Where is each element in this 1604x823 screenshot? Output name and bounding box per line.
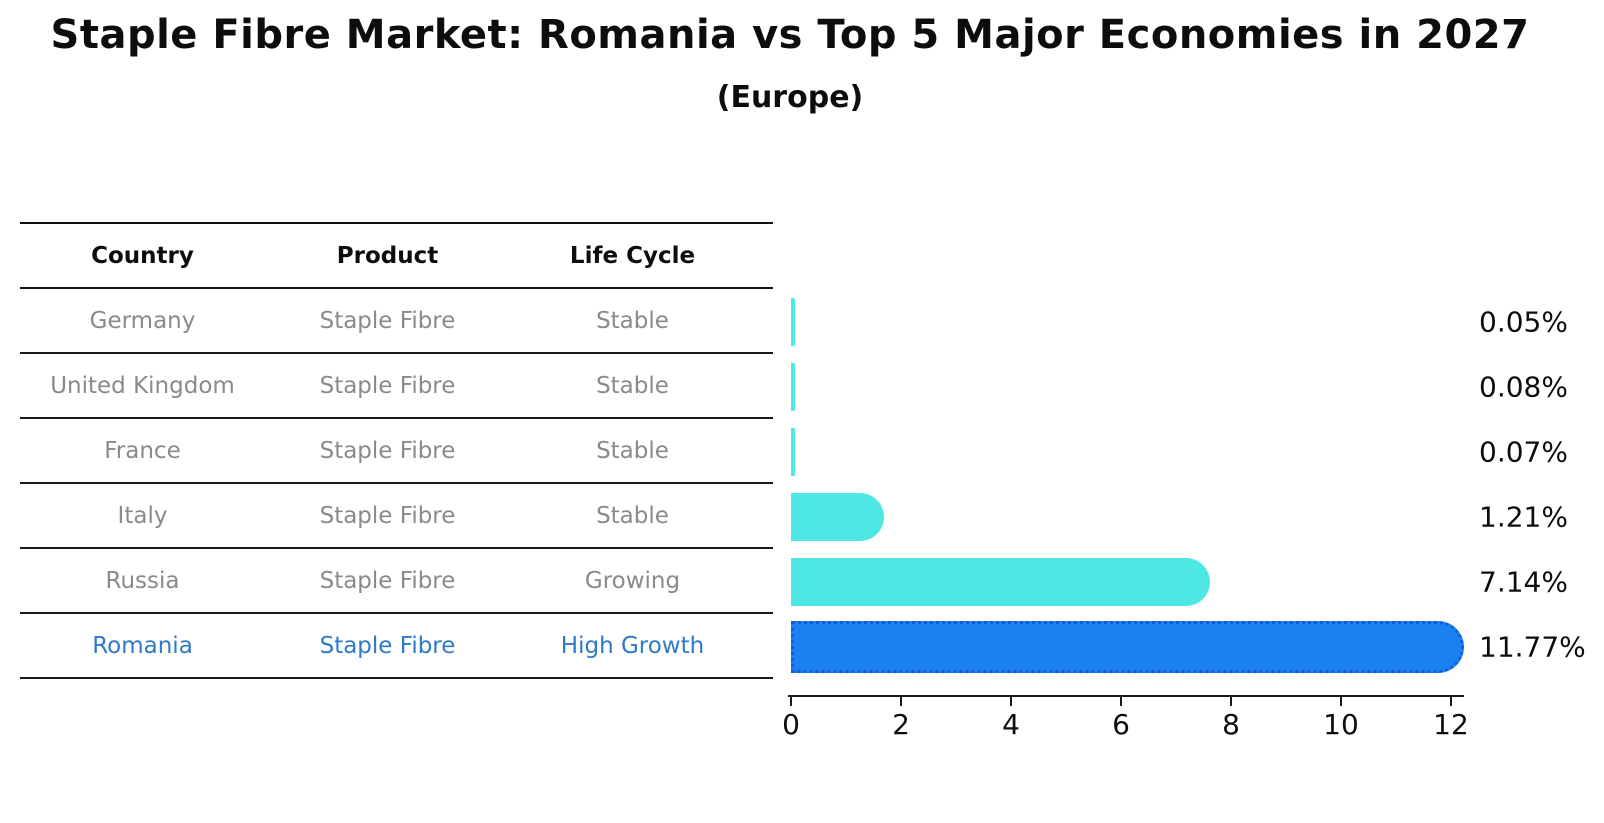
table-cell-life-cycle: Stable (596, 502, 669, 529)
x-axis-tick (1230, 697, 1232, 706)
x-axis-tick-label: 12 (1433, 708, 1469, 741)
x-axis-tick-label: 10 (1323, 708, 1359, 741)
bar-value-label: 11.77% (1479, 630, 1586, 663)
table-cell-country: Germany (89, 307, 196, 334)
table-cell-product: Staple Fibre (319, 567, 456, 594)
x-axis-tick-label: 2 (892, 708, 910, 741)
table-header-life-cycle: Life Cycle (569, 242, 696, 269)
bar-france (791, 427, 795, 476)
table-cell-product: Staple Fibre (319, 632, 456, 659)
table-row: Romania Staple Fibre High Growth (20, 614, 773, 679)
bar-germany (791, 297, 795, 346)
table-body: Germany Staple Fibre Stable United Kingdom S… (20, 289, 773, 679)
table-row: Italy Staple Fibre Stable (20, 484, 773, 549)
table-cell-life-cycle: Stable (596, 307, 669, 334)
table-cell-life-cycle: Growing (584, 567, 681, 594)
x-axis-tick (1120, 697, 1122, 706)
table-row: France Staple Fibre Stable (20, 419, 773, 484)
bar-russia (791, 557, 1210, 606)
bar-romania (791, 620, 1465, 673)
x-axis-tick-label: 8 (1222, 708, 1240, 741)
x-axis-tick (1340, 697, 1342, 706)
bar-value-label: 0.07% (1479, 435, 1568, 468)
table-row: Germany Staple Fibre Stable (20, 289, 773, 354)
table-row: Russia Staple Fibre Growing (20, 549, 773, 614)
bar-value-label: 0.05% (1479, 305, 1568, 338)
table-cell-country: France (104, 437, 181, 464)
table-cell-country: Russia (105, 567, 180, 594)
table-cell-product: Staple Fibre (319, 502, 456, 529)
x-axis-line (788, 695, 1464, 697)
x-axis-tick-label: 4 (1002, 708, 1020, 741)
x-axis-tick-label: 6 (1112, 708, 1130, 741)
table-header-row: Country Product Life Cycle (20, 222, 773, 289)
table-cell-country: Italy (117, 502, 168, 529)
x-axis-tick-label: 0 (782, 708, 800, 741)
chart-title: Staple Fibre Market: Romania vs Top 5 Ma… (50, 12, 1530, 58)
x-axis-tick (900, 697, 902, 706)
country-table: Country Product Life Cycle Germany Staple… (20, 222, 773, 679)
table-cell-life-cycle: Stable (596, 372, 669, 399)
table-cell-country: United Kingdom (50, 372, 235, 399)
table-row: United Kingdom Staple Fibre Stable (20, 354, 773, 419)
table-cell-product: Staple Fibre (319, 437, 456, 464)
table-header-country: Country (91, 242, 194, 269)
chart-subtitle: (Europe) (716, 80, 864, 115)
table-cell-life-cycle: High Growth (560, 632, 705, 659)
bar-italy (791, 492, 884, 541)
x-axis-tick (1010, 697, 1012, 706)
x-axis-tick (790, 697, 792, 706)
bar-value-label: 1.21% (1479, 500, 1568, 533)
table-cell-product: Staple Fibre (319, 372, 456, 399)
table-cell-product: Staple Fibre (319, 307, 456, 334)
table-cell-life-cycle: Stable (596, 437, 669, 464)
table-cell-country: Romania (92, 632, 193, 659)
table-header-product: Product (336, 242, 439, 269)
bar-united-kingdom (791, 362, 796, 411)
bar-value-label: 0.08% (1479, 370, 1568, 403)
x-axis-tick (1450, 697, 1452, 706)
bar-value-label: 7.14% (1479, 565, 1568, 598)
